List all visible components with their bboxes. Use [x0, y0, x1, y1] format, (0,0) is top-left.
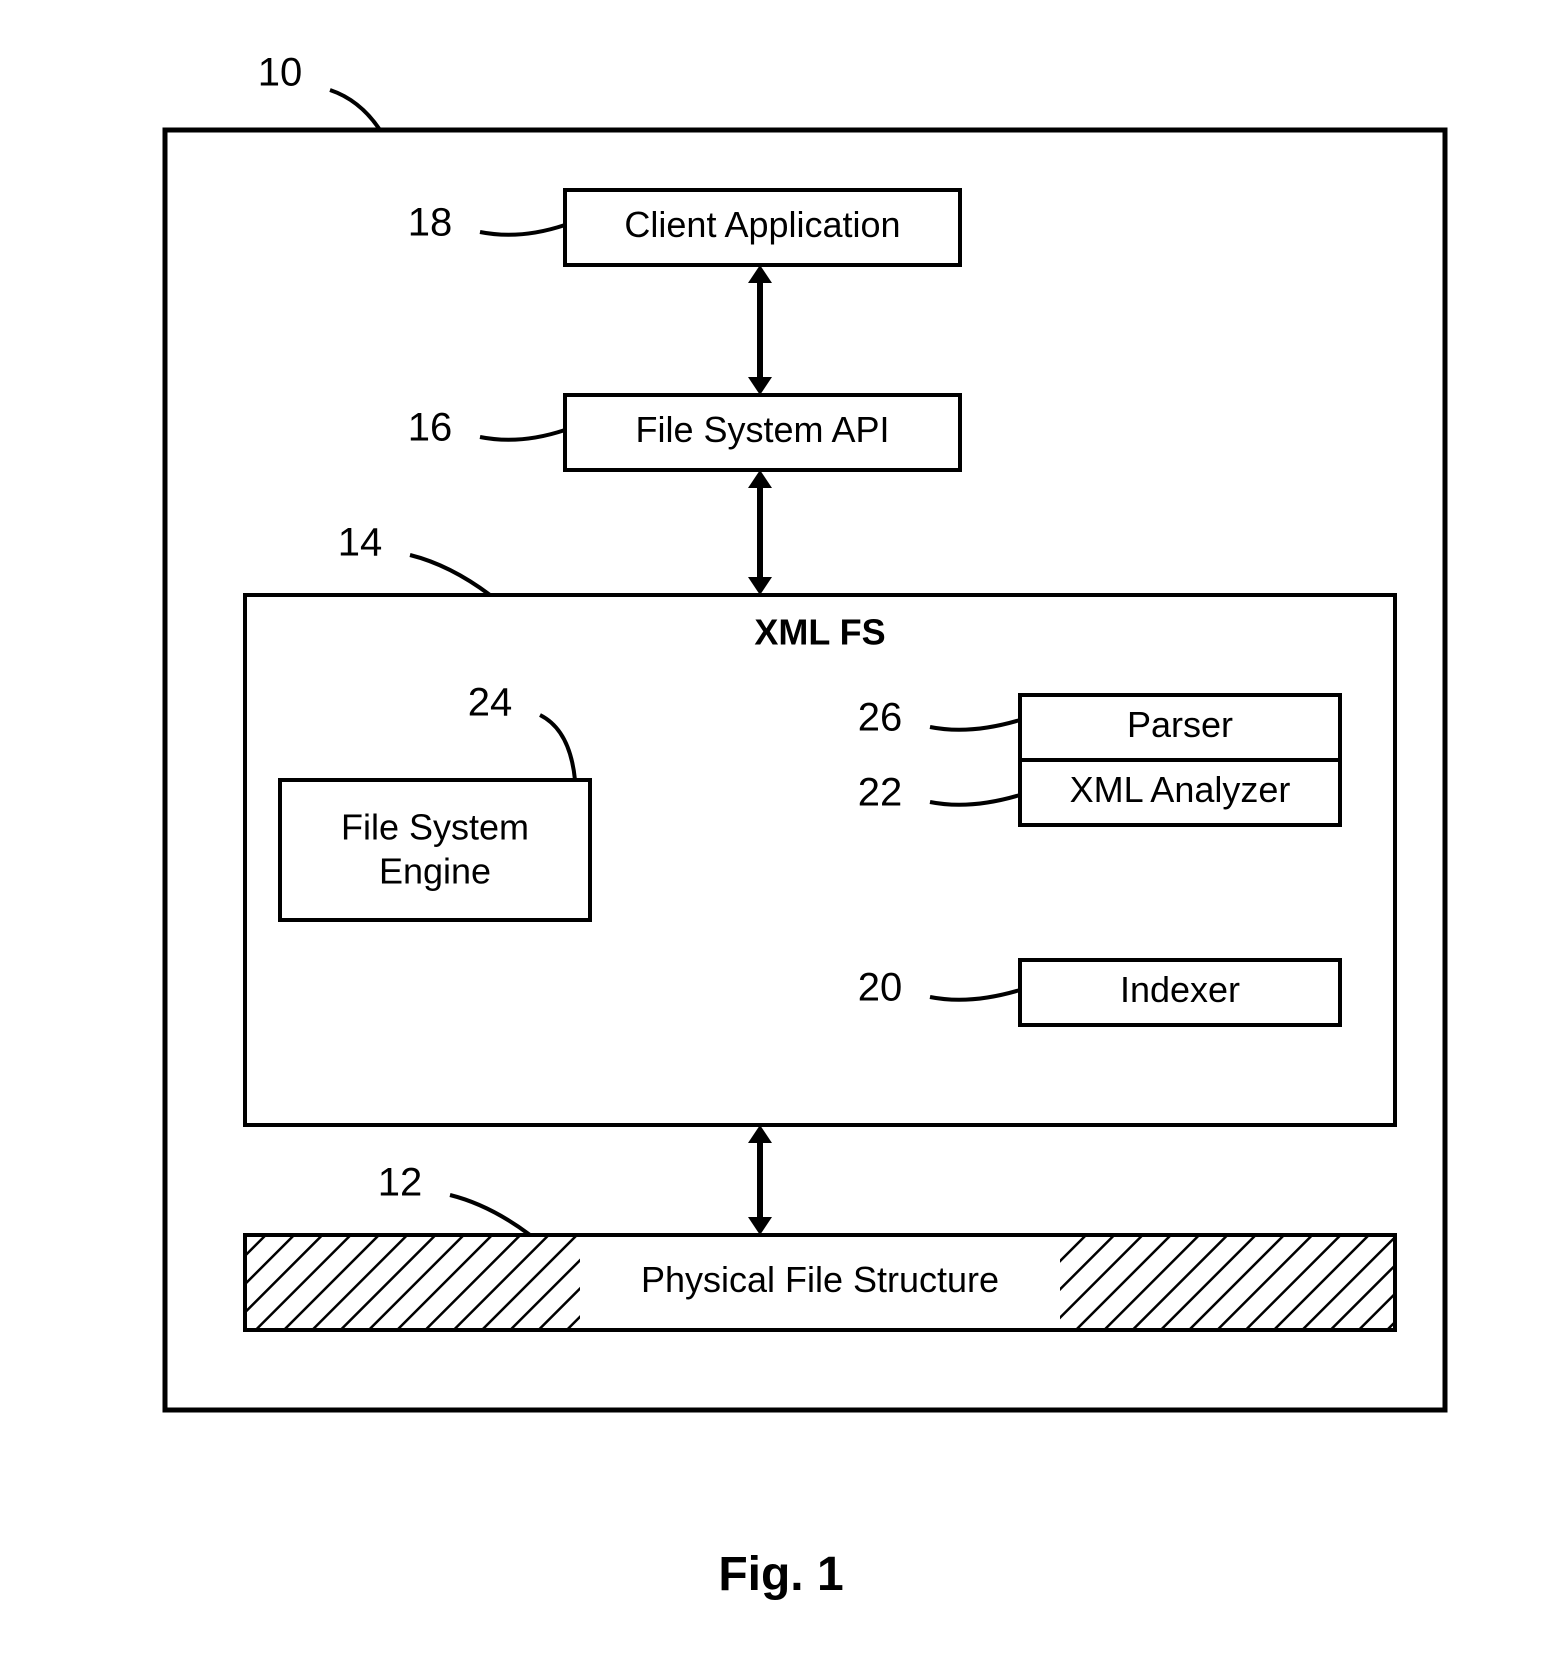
client-application-box: Client Application: [565, 190, 960, 265]
parser-label: Parser: [1127, 704, 1233, 745]
physical-file-structure-label: Physical File Structure: [641, 1259, 999, 1300]
fs-engine-label-1: File System: [341, 807, 529, 848]
file-system-engine-box: File SystemEngine: [280, 780, 590, 920]
figure-caption: Fig. 1: [718, 1548, 843, 1601]
ref-10-label: 10: [258, 51, 303, 95]
client-application-label: Client Application: [624, 204, 900, 245]
arrow-xmlfs-to-physical: [748, 1125, 772, 1235]
xml-fs-label: XML FS: [754, 612, 885, 653]
arrow-api-to-xmlfs: [748, 470, 772, 595]
fs-engine-label-2: Engine: [379, 851, 491, 892]
ref-14: 14: [338, 521, 490, 595]
ref-20-label: 20: [858, 966, 903, 1010]
file-system-api-label: File System API: [635, 409, 889, 450]
ref-24-label: 24: [468, 681, 513, 725]
indexer-box: Indexer: [1020, 960, 1340, 1025]
ref-18: 18: [408, 201, 565, 245]
ref-22-label: 22: [858, 771, 903, 815]
ref-12: 12: [378, 1161, 530, 1235]
indexer-label: Indexer: [1120, 969, 1240, 1010]
ref-18-label: 18: [408, 201, 453, 245]
ref-16-label: 16: [408, 406, 453, 450]
ref-26-label: 26: [858, 696, 903, 740]
xml-analyzer-label: XML Analyzer: [1070, 769, 1291, 810]
ref-16: 16: [408, 406, 565, 450]
ref-10: 10: [258, 51, 380, 130]
physical-file-structure-box: Physical File Structure: [245, 1235, 1395, 1330]
xml-analyzer-box: XML Analyzer: [1020, 760, 1340, 825]
parser-box: Parser: [1020, 695, 1340, 760]
arrow-client-to-api: [748, 265, 772, 395]
ref-14-label: 14: [338, 521, 383, 565]
file-system-api-box: File System API: [565, 395, 960, 470]
ref-12-label: 12: [378, 1161, 423, 1205]
